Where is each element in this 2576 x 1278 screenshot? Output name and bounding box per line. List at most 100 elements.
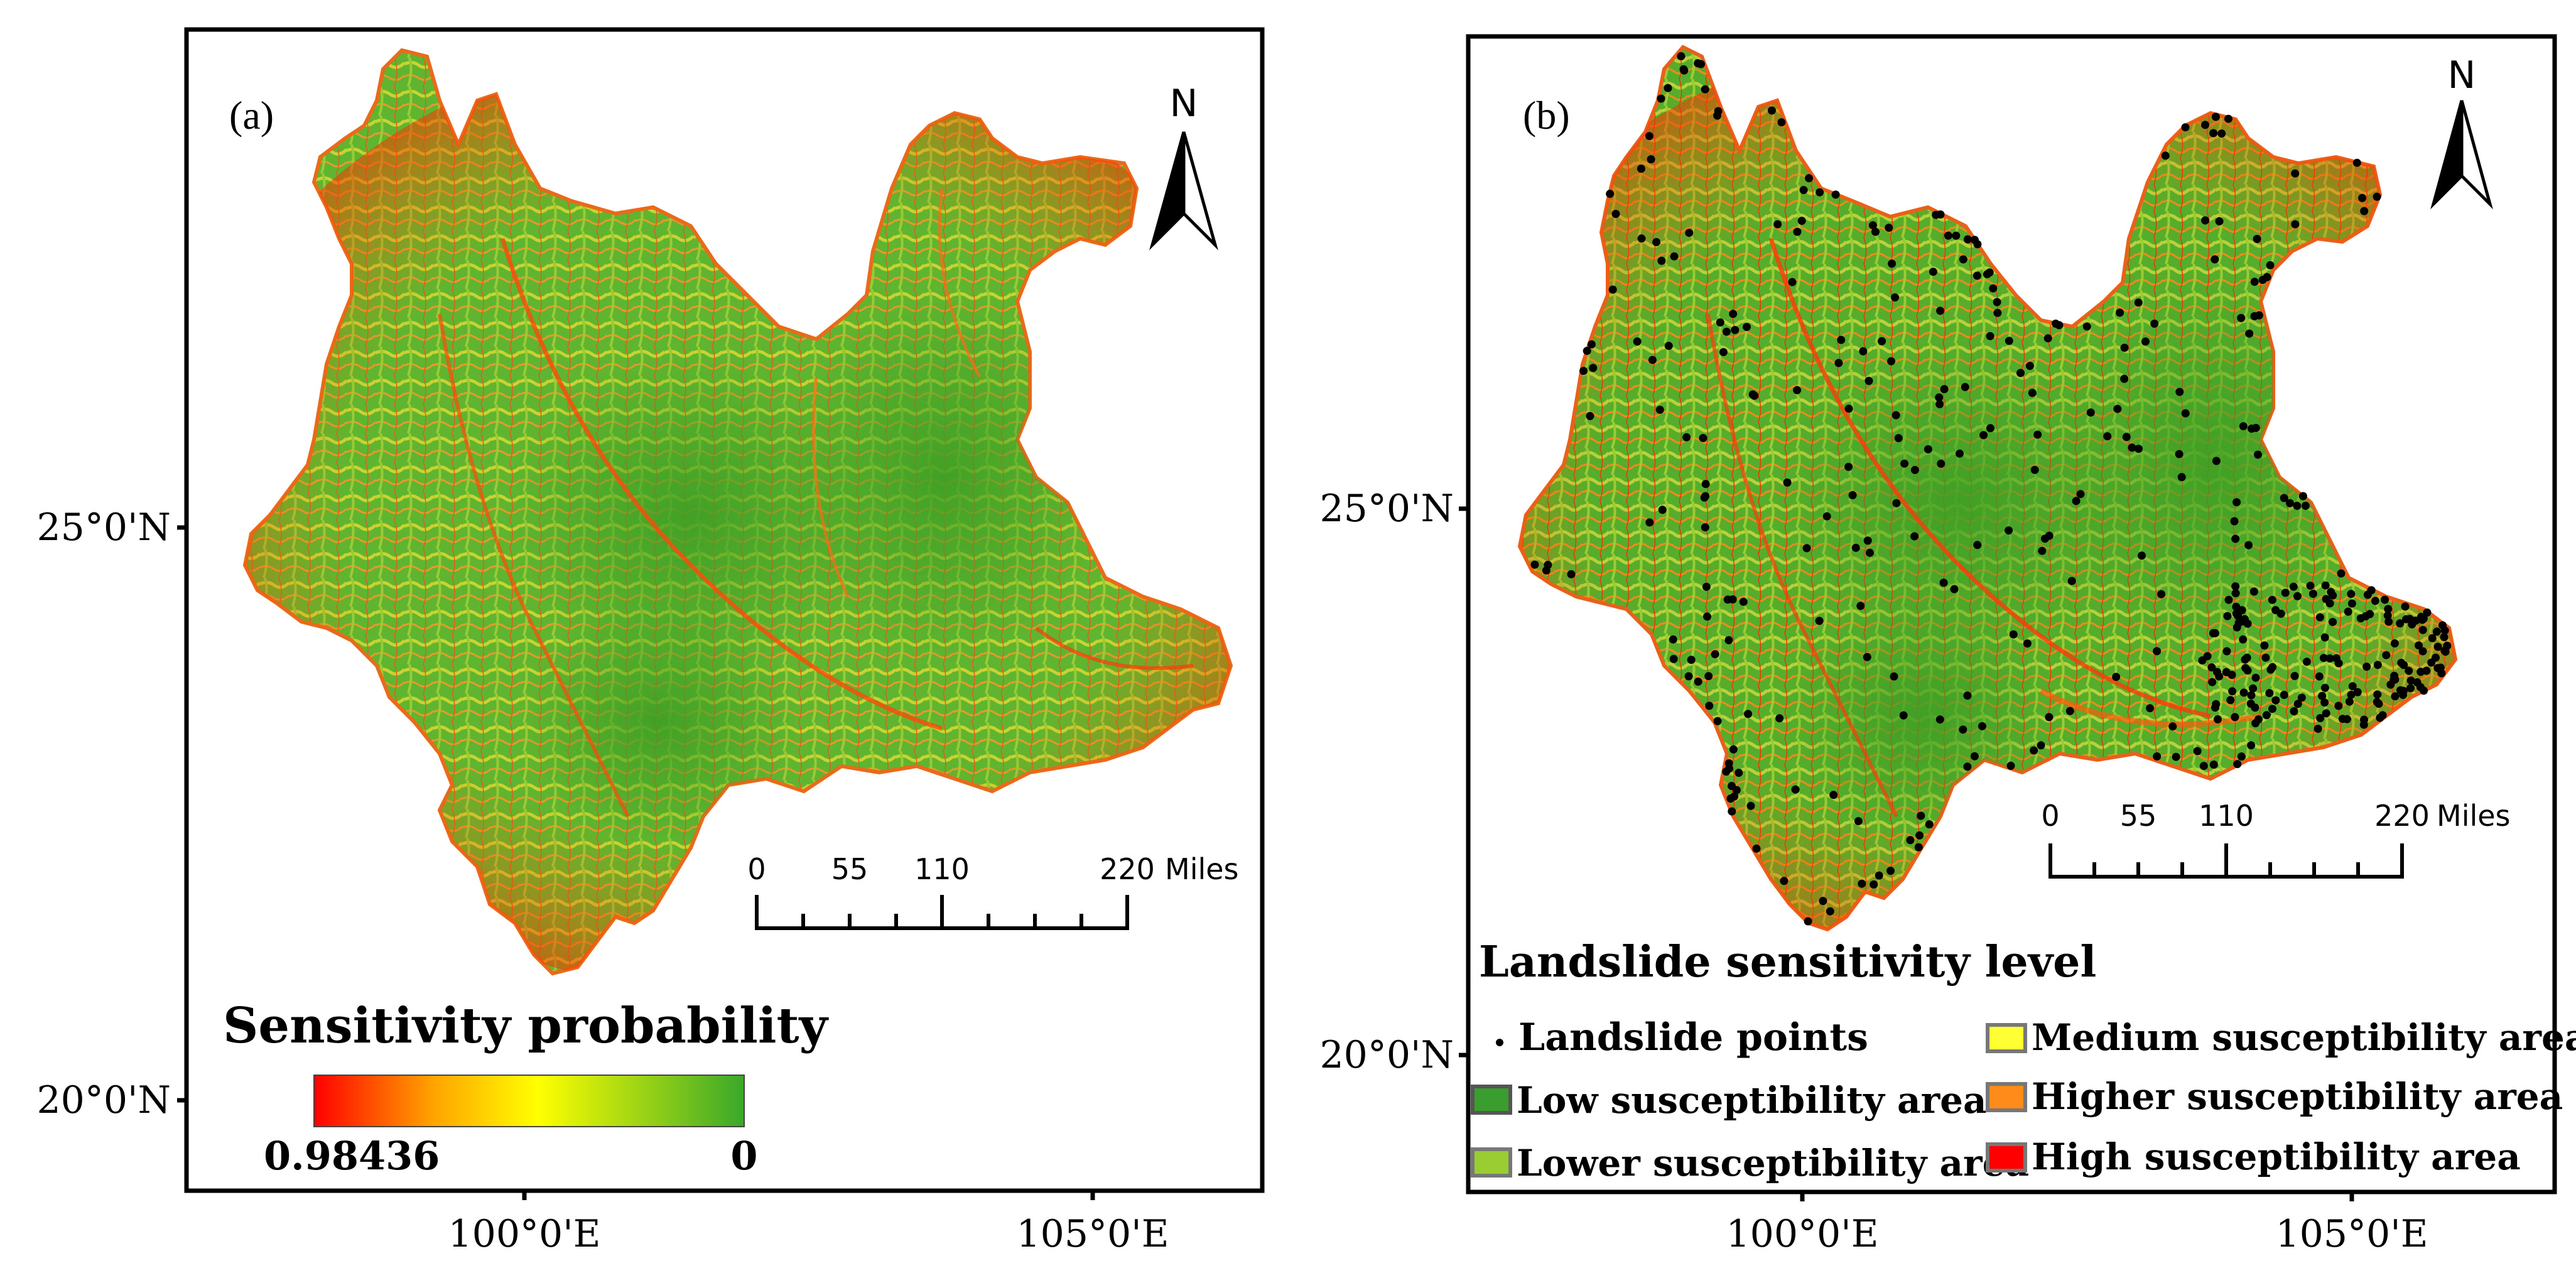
landslide-point (2308, 590, 2317, 598)
landslide-point (2293, 700, 2302, 708)
landslide-point (1979, 431, 1988, 440)
landslide-point (2201, 121, 2209, 129)
landslide-point (2384, 617, 2393, 626)
landslide-point (1791, 785, 1800, 794)
landslide-point (2030, 746, 2038, 755)
landslide-point (2371, 597, 2379, 605)
landslide-point (2224, 595, 2233, 604)
landslide-point (2250, 312, 2259, 320)
landslide-point (2025, 362, 2034, 371)
landslide-point (1929, 268, 1937, 276)
landslide-point (1935, 400, 1944, 409)
landslide-point (2253, 235, 2261, 243)
landslide-point (1701, 480, 1710, 489)
landslide-point (1744, 710, 1753, 718)
landslide-point (1729, 310, 1738, 318)
landslide-point (2215, 672, 2224, 681)
landslide-point (2028, 389, 2037, 398)
landslide-point (2322, 595, 2330, 604)
landslide-point (2402, 615, 2411, 624)
landslide-point (1950, 585, 1959, 593)
landslide-point (2112, 673, 2121, 681)
landslide-point (2207, 663, 2216, 672)
landslide-point (1973, 240, 1982, 249)
landslide-point (2226, 696, 2235, 705)
landslide-point (2428, 634, 2437, 642)
landslide-point (1606, 190, 1615, 198)
landslide-point (1788, 278, 1797, 286)
landslide-point (2358, 193, 2367, 202)
landslide-point (1816, 188, 1824, 197)
landslide-point (1793, 227, 1802, 236)
landslide-point (2322, 709, 2330, 718)
landslide-point (1648, 355, 1657, 364)
landslide-point (1669, 635, 1677, 644)
landslide-point (1567, 570, 1576, 578)
landslide-point (2265, 689, 2274, 697)
landslide-point (2337, 569, 2346, 578)
landslide-point (2045, 531, 2054, 540)
landslide-point (2212, 457, 2221, 465)
landslide-point (1732, 786, 1741, 794)
landslide-point (2344, 607, 2352, 616)
landslide-point (1848, 491, 1857, 499)
landslide-point (2231, 534, 2240, 543)
landslide-point (2373, 698, 2381, 707)
landslide-point (2315, 613, 2324, 622)
landslide-point (2168, 722, 2177, 731)
landslide-point (1891, 293, 1899, 302)
landslide-point (1702, 582, 1711, 591)
landslide-point (2281, 588, 2290, 597)
landslide-point (1730, 792, 1739, 801)
landslide-point (2072, 497, 2081, 506)
landslide-point (2082, 322, 2091, 331)
landslide-point (2271, 606, 2280, 614)
landslide-point (2254, 715, 2263, 723)
legend-color-ramp (313, 1075, 745, 1127)
landslide-point (2249, 587, 2258, 596)
landslide-point (1875, 871, 1883, 880)
landslide-point (2146, 704, 2155, 713)
landslide-point (2289, 582, 2298, 591)
panel-a-map (242, 48, 1233, 976)
landslide-point (2116, 308, 2124, 317)
landslide-point (1768, 106, 1776, 115)
landslide-point (1993, 298, 2001, 306)
landslide-point (2260, 641, 2269, 650)
landslide-point (2224, 114, 2232, 123)
landslide-point (2231, 582, 2240, 591)
landslide-point (1701, 85, 1709, 94)
landslide-point (1805, 174, 1814, 183)
landslide-point (2238, 606, 2246, 615)
landslide-point (1973, 541, 1982, 550)
landslide-point (2209, 761, 2218, 769)
landslide-point (1544, 561, 1552, 569)
landslide-point (2244, 541, 2253, 550)
landslide-point (2233, 760, 2242, 769)
lat-label-25: 25°0'N (36, 506, 171, 550)
landslide-point (2315, 672, 2324, 681)
landslide-point (1973, 271, 1981, 280)
landslide-point (1944, 231, 1952, 240)
landslide-point (2135, 445, 2143, 453)
landslide-point (1703, 612, 1711, 621)
landslide-point (2345, 697, 2354, 706)
panel-a-scale-bar: 0 55 110 220 Miles (747, 852, 1239, 930)
north-letter: N (1170, 82, 1198, 126)
landslide-point (1722, 767, 1731, 776)
landslide-points-layer (1530, 52, 2452, 926)
landslide-point (1864, 377, 1873, 385)
landslide-point (2438, 621, 2447, 630)
scale-tick-55: 55 (2120, 799, 2157, 833)
landslide-point (1970, 752, 1979, 761)
landslide-point (1961, 382, 1969, 391)
landslide-point (2297, 693, 2306, 702)
landslide-point (1899, 711, 1908, 720)
landslide-point (1863, 536, 1872, 545)
landslide-point (2348, 682, 2357, 691)
landslide-point (1652, 238, 1661, 246)
landslide-point (2251, 703, 2259, 712)
landslide-point (2251, 673, 2260, 682)
landslide-point (1963, 762, 1972, 771)
landslide-point (2360, 715, 2368, 724)
